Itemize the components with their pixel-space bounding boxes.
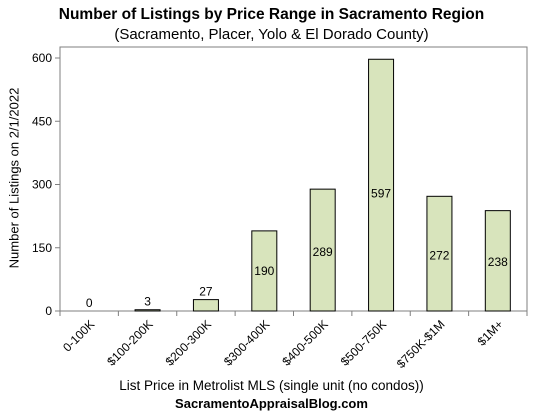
bar: [134, 309, 161, 312]
x-tick-label: $400-500K: [279, 317, 330, 368]
bar: [368, 58, 395, 312]
x-tick-label: $1M+: [475, 317, 506, 348]
bar: [426, 195, 453, 312]
data-label: 597: [371, 187, 391, 201]
x-tick-label: $300-400K: [221, 317, 272, 368]
x-axis-label: List Price in Metrolist MLS (single unit…: [119, 378, 424, 393]
chart-title: Number of Listings by Price Range in Sac…: [58, 6, 485, 23]
data-label: 272: [429, 248, 449, 262]
plot-area: [59, 46, 528, 312]
y-tick-label: 150: [32, 241, 52, 255]
data-label: 238: [488, 255, 508, 269]
bar: [309, 188, 336, 312]
x-tick-label: $750K-$1M: [394, 317, 448, 371]
x-tick-label: $100-200K: [104, 317, 155, 368]
x-tick-label: 0-100K: [60, 317, 97, 354]
data-label: 0: [86, 296, 93, 310]
data-label: 3: [144, 295, 151, 309]
x-tick-label: $500-750K: [338, 317, 389, 368]
data-label: 289: [313, 245, 333, 259]
chart-subtitle: (Sacramento, Placer, Yolo & El Dorado Co…: [114, 26, 429, 43]
y-tick-label: 0: [45, 304, 52, 318]
y-tick-label: 300: [32, 178, 52, 192]
x-tick-label: $200-300K: [163, 317, 214, 368]
data-label: 190: [254, 264, 274, 278]
y-tick-label: 450: [32, 114, 52, 128]
bar: [192, 299, 219, 312]
bar: [251, 230, 278, 312]
site-footer: SacramentoAppraisalBlog.com: [175, 396, 368, 411]
data-label: 27: [199, 285, 213, 299]
bar: [484, 210, 511, 312]
y-tick-label: 600: [32, 51, 52, 65]
